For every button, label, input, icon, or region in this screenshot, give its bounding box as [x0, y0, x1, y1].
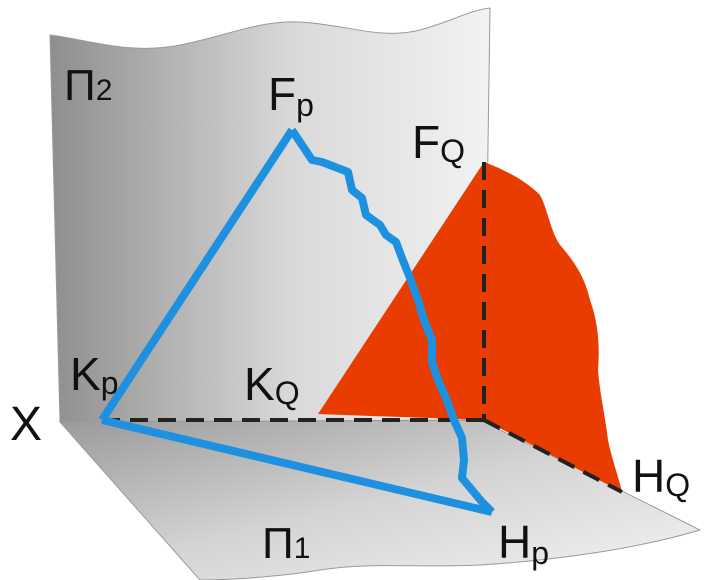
- label-fq: FQ: [412, 116, 465, 169]
- label-hp: Hp: [498, 516, 549, 571]
- label-hq: HQ: [632, 450, 690, 503]
- label-x-axis: X: [10, 398, 42, 451]
- dashed-hq-line: [483, 418, 623, 494]
- plane-p-traces: [98, 127, 495, 516]
- label-kp: Kp: [70, 348, 118, 401]
- label-pi2: Π2: [64, 61, 112, 110]
- trace-curve-fp-hp: [288, 127, 495, 515]
- vertical-plane-pi2: [49, 7, 491, 423]
- label-fp: Fp: [268, 68, 314, 123]
- plane-q: [318, 162, 622, 492]
- trace-kp-fp: [98, 127, 296, 423]
- label-pi1: Π1: [262, 519, 310, 568]
- trace-kp-hp: [101, 416, 493, 516]
- label-kq: KQ: [244, 358, 300, 411]
- horizontal-plane-pi1: [58, 419, 702, 580]
